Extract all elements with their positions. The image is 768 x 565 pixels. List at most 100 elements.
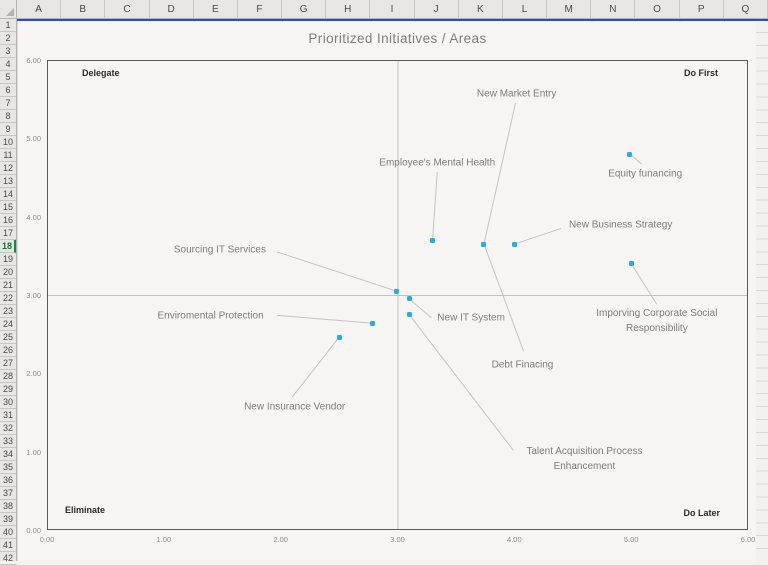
row-header-36[interactable]: 36 xyxy=(0,474,16,487)
leader-new-insurance-vendor xyxy=(291,336,340,398)
row-header-11[interactable]: 11 xyxy=(0,149,16,162)
data-point-debt-finacing[interactable] xyxy=(481,241,487,247)
row-header-16[interactable]: 16 xyxy=(0,214,16,227)
row-header-10[interactable]: 10 xyxy=(0,136,16,149)
row-header-29[interactable]: 29 xyxy=(0,383,16,396)
row-header-33[interactable]: 33 xyxy=(0,435,16,448)
row-header-27[interactable]: 27 xyxy=(0,357,16,370)
x-tick-2.00: 2.00 xyxy=(273,535,288,544)
column-header-f[interactable]: F xyxy=(238,0,283,18)
column-header-c[interactable]: C xyxy=(105,0,150,18)
quadrant-label-do-later: Do Later xyxy=(683,508,720,518)
data-label-sourcing-it-services: Sourcing IT Services xyxy=(173,244,266,256)
select-all-corner[interactable] xyxy=(0,0,17,19)
row-header-5[interactable]: 5 xyxy=(0,71,16,84)
leader-talent-acquisition-process-enhancement xyxy=(408,314,514,451)
row-header-3[interactable]: 3 xyxy=(0,45,16,58)
x-tick-4.00: 4.00 xyxy=(507,535,522,544)
column-header-i[interactable]: I xyxy=(370,0,415,18)
data-point-new-insurance-vendor[interactable] xyxy=(336,334,342,340)
leader-employee-s-mental-health xyxy=(432,171,438,241)
column-header-o[interactable]: O xyxy=(635,0,680,18)
row-header-6[interactable]: 6 xyxy=(0,84,16,97)
data-point-imporving-corporate-social-responsibility[interactable] xyxy=(628,261,634,267)
column-header-g[interactable]: G xyxy=(282,0,327,18)
row-header-40[interactable]: 40 xyxy=(0,526,16,539)
column-header-a[interactable]: A xyxy=(17,0,62,18)
row-header-38[interactable]: 38 xyxy=(0,500,16,513)
row-header-14[interactable]: 14 xyxy=(0,188,16,201)
data-point-new-business-strategy[interactable] xyxy=(511,241,517,247)
row-header-12[interactable]: 12 xyxy=(0,162,16,175)
row-header-39[interactable]: 39 xyxy=(0,513,16,526)
row-header-21[interactable]: 21 xyxy=(0,279,16,292)
data-label-new-it-system: New IT System xyxy=(437,312,505,324)
row-header-17[interactable]: 17 xyxy=(0,227,16,240)
data-label-employee-s-mental-health: Employee's Mental Health xyxy=(379,157,496,169)
row-header-42[interactable]: 42 xyxy=(0,552,16,565)
select-all-triangle-icon xyxy=(6,8,14,16)
row-header-32[interactable]: 32 xyxy=(0,422,16,435)
row-header-31[interactable]: 31 xyxy=(0,409,16,422)
row-header-28[interactable]: 28 xyxy=(0,370,16,383)
row-header-2[interactable]: 2 xyxy=(0,32,16,45)
data-label-new-market-entry: New Market Entry xyxy=(476,88,557,100)
plot-border xyxy=(47,60,748,530)
data-point-equity-funancing[interactable] xyxy=(627,151,633,157)
row-header-26[interactable]: 26 xyxy=(0,344,16,357)
row-header-22[interactable]: 22 xyxy=(0,292,16,305)
data-label-enviromental-protection: Enviromental Protection xyxy=(157,310,264,322)
column-header-n[interactable]: N xyxy=(591,0,636,18)
y-tick-1.00: 1.00 xyxy=(26,447,41,457)
leader-debt-finacing xyxy=(483,243,525,352)
row-header-35[interactable]: 35 xyxy=(0,461,16,474)
leader-sourcing-it-services xyxy=(277,251,397,292)
row-header-41[interactable]: 41 xyxy=(0,539,16,552)
column-header-j[interactable]: J xyxy=(415,0,459,18)
row-header-13[interactable]: 13 xyxy=(0,175,16,188)
data-label-talent-acquisition-process-enhancement: Talent Acquisition Process Enhancement xyxy=(526,445,643,472)
column-header-h[interactable]: H xyxy=(326,0,371,18)
row-header-1[interactable]: 1 xyxy=(0,19,16,32)
row-header-24[interactable]: 24 xyxy=(0,318,16,331)
data-point-talent-acquisition-process-enhancement[interactable] xyxy=(406,312,412,318)
column-header-p[interactable]: P xyxy=(680,0,724,18)
x-tick-3.00: 3.00 xyxy=(390,535,405,544)
y-tick-2.00: 2.00 xyxy=(26,369,41,379)
row-header-8[interactable]: 8 xyxy=(0,110,16,123)
column-header-l[interactable]: L xyxy=(503,0,548,18)
quadrant-label-do-first: Do First xyxy=(683,68,718,78)
pane-split-line xyxy=(17,19,768,21)
column-header-b[interactable]: B xyxy=(61,0,106,18)
row-header-7[interactable]: 7 xyxy=(0,97,16,110)
row-header-4[interactable]: 4 xyxy=(0,58,16,71)
row-header-23[interactable]: 23 xyxy=(0,305,16,318)
row-header-19[interactable]: 19 xyxy=(0,253,16,266)
row-header-34[interactable]: 34 xyxy=(0,448,16,461)
data-point-enviromental-protection[interactable] xyxy=(370,320,376,326)
row-header-30[interactable]: 30 xyxy=(0,396,16,409)
row-header-9[interactable]: 9 xyxy=(0,123,16,136)
column-header-q[interactable]: Q xyxy=(724,0,768,18)
column-header-d[interactable]: D xyxy=(150,0,194,18)
leader-new-it-system xyxy=(408,298,432,319)
chart-lines xyxy=(47,60,748,530)
quadrant-label-delegate: Delegate xyxy=(82,68,120,78)
scatter-chart[interactable]: Prioritized Initiatives / Areas Delegate… xyxy=(18,22,756,561)
y-tick-4.00: 4.00 xyxy=(26,212,41,222)
row-header-37[interactable]: 37 xyxy=(0,487,16,500)
x-tick-5.00: 5.00 xyxy=(623,535,639,544)
data-point-new-it-system[interactable] xyxy=(406,296,412,302)
column-header-e[interactable]: E xyxy=(194,0,238,18)
data-label-equity-funancing: Equity funancing xyxy=(608,168,683,180)
data-label-debt-finacing: Debt Finacing xyxy=(491,359,554,371)
row-header-25[interactable]: 25 xyxy=(0,331,16,344)
column-header-m[interactable]: M xyxy=(547,0,592,18)
data-point-employee-s-mental-health[interactable] xyxy=(430,237,436,243)
row-header-18[interactable]: 18 xyxy=(0,240,16,253)
row-header-15[interactable]: 15 xyxy=(0,201,16,214)
data-point-sourcing-it-services[interactable] xyxy=(393,288,399,294)
row-header-20[interactable]: 20 xyxy=(0,266,16,279)
column-header-k[interactable]: K xyxy=(459,0,503,18)
